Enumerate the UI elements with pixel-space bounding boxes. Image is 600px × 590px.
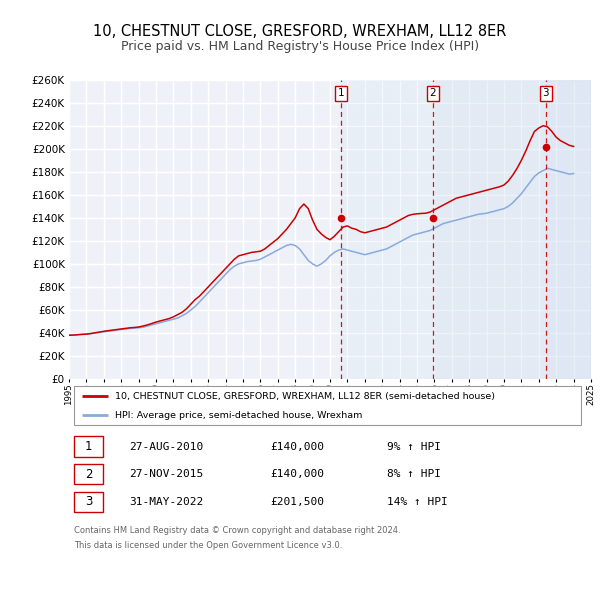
Text: 2: 2 [85,468,92,481]
FancyBboxPatch shape [74,386,581,425]
FancyBboxPatch shape [74,492,103,512]
Bar [341,80,591,379]
Text: 27-NOV-2015: 27-NOV-2015 [129,469,203,479]
Text: 3: 3 [542,88,549,99]
Text: Contains HM Land Registry data © Crown copyright and database right 2024.: Contains HM Land Registry data © Crown c… [74,526,401,535]
Text: 1: 1 [85,440,92,453]
Text: 9% ↑ HPI: 9% ↑ HPI [388,441,442,451]
Text: 10, CHESTNUT CLOSE, GRESFORD, WREXHAM, LL12 8ER: 10, CHESTNUT CLOSE, GRESFORD, WREXHAM, L… [94,24,506,38]
Text: 27-AUG-2010: 27-AUG-2010 [129,441,203,451]
Text: 3: 3 [85,496,92,509]
Text: £201,500: £201,500 [270,497,324,507]
Text: This data is licensed under the Open Government Licence v3.0.: This data is licensed under the Open Gov… [74,540,343,550]
Text: 8% ↑ HPI: 8% ↑ HPI [388,469,442,479]
Bar [546,80,591,379]
Text: 2: 2 [430,88,436,99]
Text: Price paid vs. HM Land Registry's House Price Index (HPI): Price paid vs. HM Land Registry's House … [121,40,479,53]
FancyBboxPatch shape [74,464,103,484]
Text: 1: 1 [338,88,344,99]
Text: £140,000: £140,000 [270,469,324,479]
Text: 14% ↑ HPI: 14% ↑ HPI [388,497,448,507]
Text: 10, CHESTNUT CLOSE, GRESFORD, WREXHAM, LL12 8ER (semi-detached house): 10, CHESTNUT CLOSE, GRESFORD, WREXHAM, L… [115,392,495,401]
Text: HPI: Average price, semi-detached house, Wrexham: HPI: Average price, semi-detached house,… [115,411,362,420]
Text: 31-MAY-2022: 31-MAY-2022 [129,497,203,507]
Text: £140,000: £140,000 [270,441,324,451]
FancyBboxPatch shape [74,437,103,457]
Bar [433,80,591,379]
